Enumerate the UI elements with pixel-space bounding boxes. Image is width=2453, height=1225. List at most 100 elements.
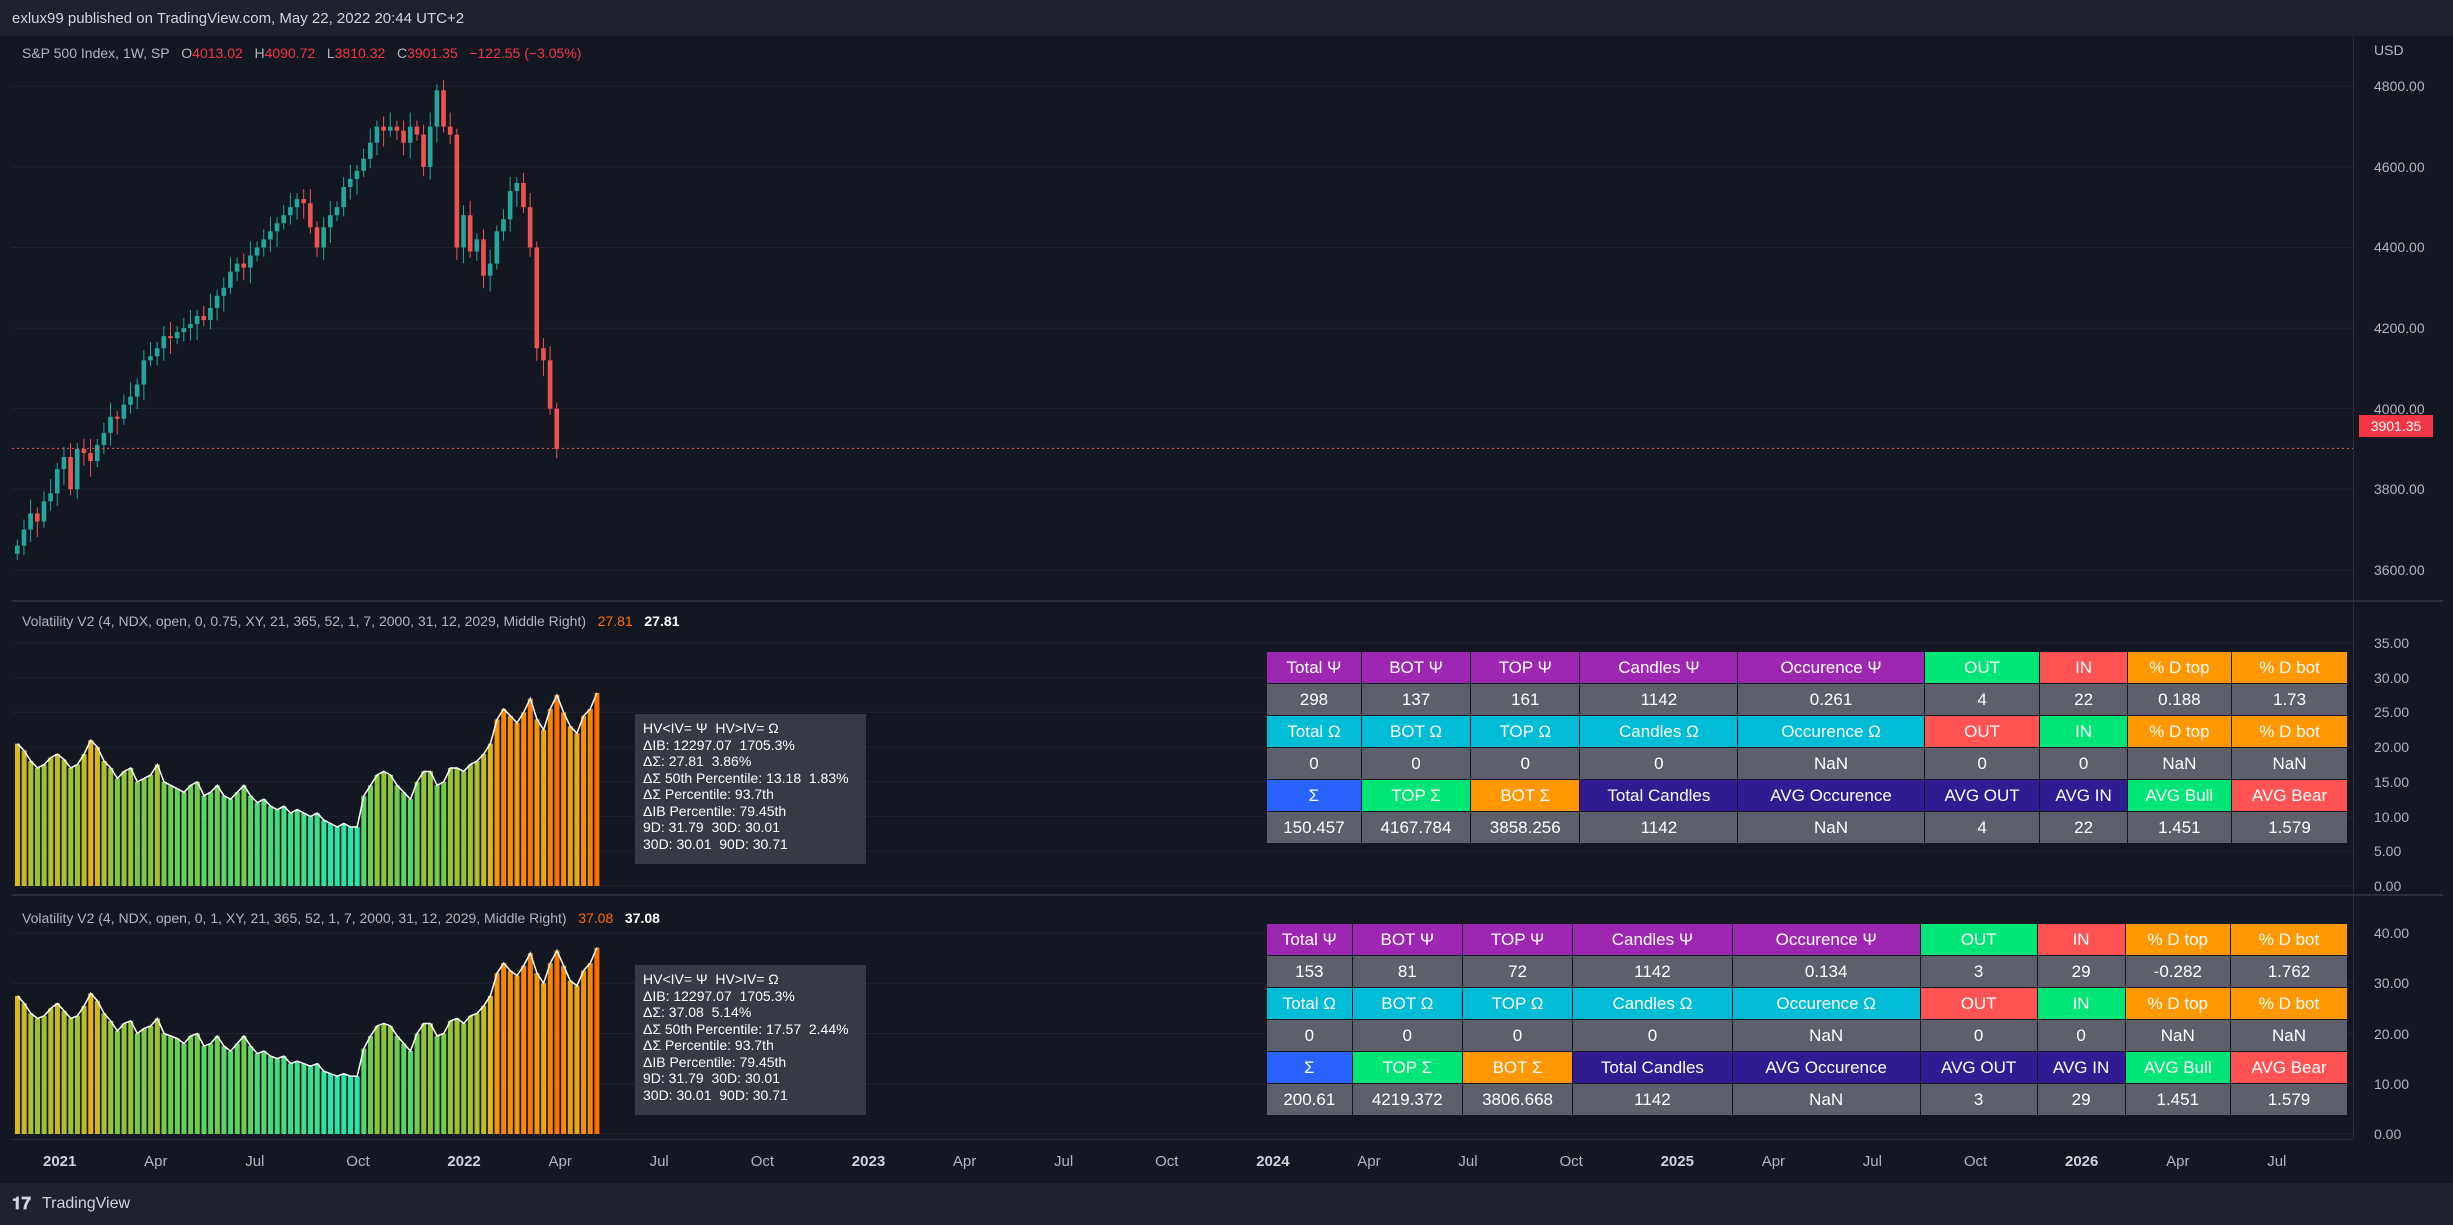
volatility-bar: [161, 1033, 167, 1134]
table-cell: AVG IN: [2036, 1051, 2126, 1084]
table-cell: Candles Ω: [1579, 715, 1739, 748]
volatility-bar: [168, 785, 174, 886]
volatility-bar: [241, 785, 247, 886]
table-cell: OUT: [1919, 987, 2038, 1020]
volatility-bar: [567, 726, 573, 886]
volatility-bar: [447, 767, 453, 886]
volatility-bar: [361, 1048, 367, 1134]
volatility-bar: [274, 1058, 280, 1134]
info-line: ΔΣ 50th Percentile: 17.57 2.44%: [643, 1020, 849, 1037]
volatility-bar: [494, 973, 500, 1134]
time-axis-label: Jul: [1862, 1153, 1882, 1170]
candle-body: [174, 332, 180, 339]
candle-body: [427, 126, 433, 167]
time-axis[interactable]: [12, 1139, 2353, 1184]
currency-label: USD: [2374, 42, 2404, 58]
vol1-scale-label: 25.00: [2374, 704, 2410, 721]
candle-body: [341, 187, 346, 208]
table-cell: 0.261: [1737, 683, 1925, 716]
open-label: O: [181, 45, 193, 61]
volatility-bar: [507, 715, 513, 886]
volatility-bar: [248, 795, 254, 886]
table-cell: 0: [1266, 747, 1362, 780]
time-axis-label: Apr: [2166, 1153, 2190, 1170]
candle-body: [154, 348, 160, 357]
candle-body: [248, 255, 253, 268]
candle-body: [441, 90, 446, 127]
volatility-bar: [248, 1046, 254, 1134]
volatility-line: [16, 692, 598, 828]
table-cell: IN: [2036, 923, 2126, 956]
table-cell: Occurence Ω: [1737, 715, 1925, 748]
volatility-bar: [88, 740, 94, 886]
volatility-bar: [561, 965, 567, 1134]
candle-body: [254, 247, 260, 256]
candle-body: [61, 457, 67, 470]
volatility-bar: [461, 1023, 467, 1134]
volatility-bar: [254, 1053, 260, 1134]
volatility-bar: [168, 1036, 174, 1134]
pane-separator[interactable]: [12, 894, 2443, 896]
price-scale-label: 4800.00: [2374, 78, 2425, 95]
time-axis-label: 2022: [447, 1153, 481, 1170]
volatility-bar: [281, 1056, 287, 1134]
volatility-bar: [114, 778, 120, 886]
volatility-bar: [567, 980, 573, 1134]
vol1-scale-label: 30.00: [2374, 669, 2410, 686]
volatility-bar: [108, 767, 114, 886]
price-scale-label: 4200.00: [2374, 320, 2425, 337]
vol1-info-box: HV<IV= Ψ HV>IV= Ω ΔIB: 12297.07 1705.3% ΔΣ…: [635, 714, 866, 864]
candle-body: [514, 183, 520, 192]
table-cell: BOT Σ: [1470, 779, 1581, 812]
table-cell: 81: [1351, 955, 1463, 988]
volatility-bar: [74, 1015, 80, 1134]
candle-body: [94, 444, 100, 462]
table-cell: 153: [1266, 955, 1353, 988]
table-cell: TOP Σ: [1360, 779, 1472, 812]
volatility-bar: [527, 698, 533, 886]
price-scale[interactable]: [2353, 36, 2444, 1139]
candle-body: [208, 307, 213, 321]
volatility-bar: [401, 1043, 407, 1134]
volatility-bar: [414, 781, 420, 886]
candle-body: [467, 215, 473, 252]
candle-body: [394, 126, 400, 131]
candle-body: [288, 207, 293, 216]
vol2-scale-label: 0.00: [2374, 1126, 2402, 1142]
volatility-bar: [354, 1076, 360, 1134]
table-cell: AVG IN: [2039, 779, 2128, 812]
time-axis-label: 2023: [851, 1153, 886, 1170]
volatility-bar: [121, 771, 127, 886]
table-value-row: 298 137 161 1142 0.261 4 22 0.188 1.73: [1266, 683, 2348, 716]
pane-separator[interactable]: [12, 600, 2443, 602]
candle-body: [527, 207, 533, 248]
candle-body: [241, 263, 247, 268]
candle-body: [41, 501, 47, 522]
volatility-bar: [294, 1061, 300, 1134]
candle-body: [374, 126, 380, 143]
price-legend: S&P 500 Index, 1W, SP O4013.02 H4090.72 …: [22, 45, 581, 61]
candle-body: [554, 408, 560, 449]
vol1-legend: Volatility V2 (4, NDX, open, 0, 0.75, XY…: [22, 613, 679, 629]
vol1-value-b: 27.81: [644, 613, 680, 629]
volatility-bar: [308, 1066, 314, 1134]
volatility-bar: [48, 757, 54, 886]
candle-body: [74, 448, 80, 490]
volatility-bar: [134, 1033, 140, 1134]
price-chart[interactable]: [12, 36, 2353, 600]
volatility-bar: [201, 1046, 207, 1134]
candle-body: [15, 545, 20, 554]
volatility-bar: [148, 774, 154, 886]
volatility-bar: [374, 774, 380, 886]
volatility-bar: [381, 1023, 387, 1134]
table-cell: TOP Ψ: [1461, 923, 1574, 956]
table-cell: Total Candles: [1579, 779, 1739, 812]
volatility-bar: [174, 788, 180, 886]
table-cell: 1142: [1572, 1083, 1733, 1116]
volatility-bar: [128, 767, 134, 886]
table-cell: 29: [2036, 1083, 2126, 1116]
time-axis-label: Jul: [1054, 1153, 1074, 1170]
volatility-bar: [394, 785, 400, 886]
volatility-bar: [261, 799, 267, 886]
table-cell: NaN: [2231, 747, 2348, 780]
